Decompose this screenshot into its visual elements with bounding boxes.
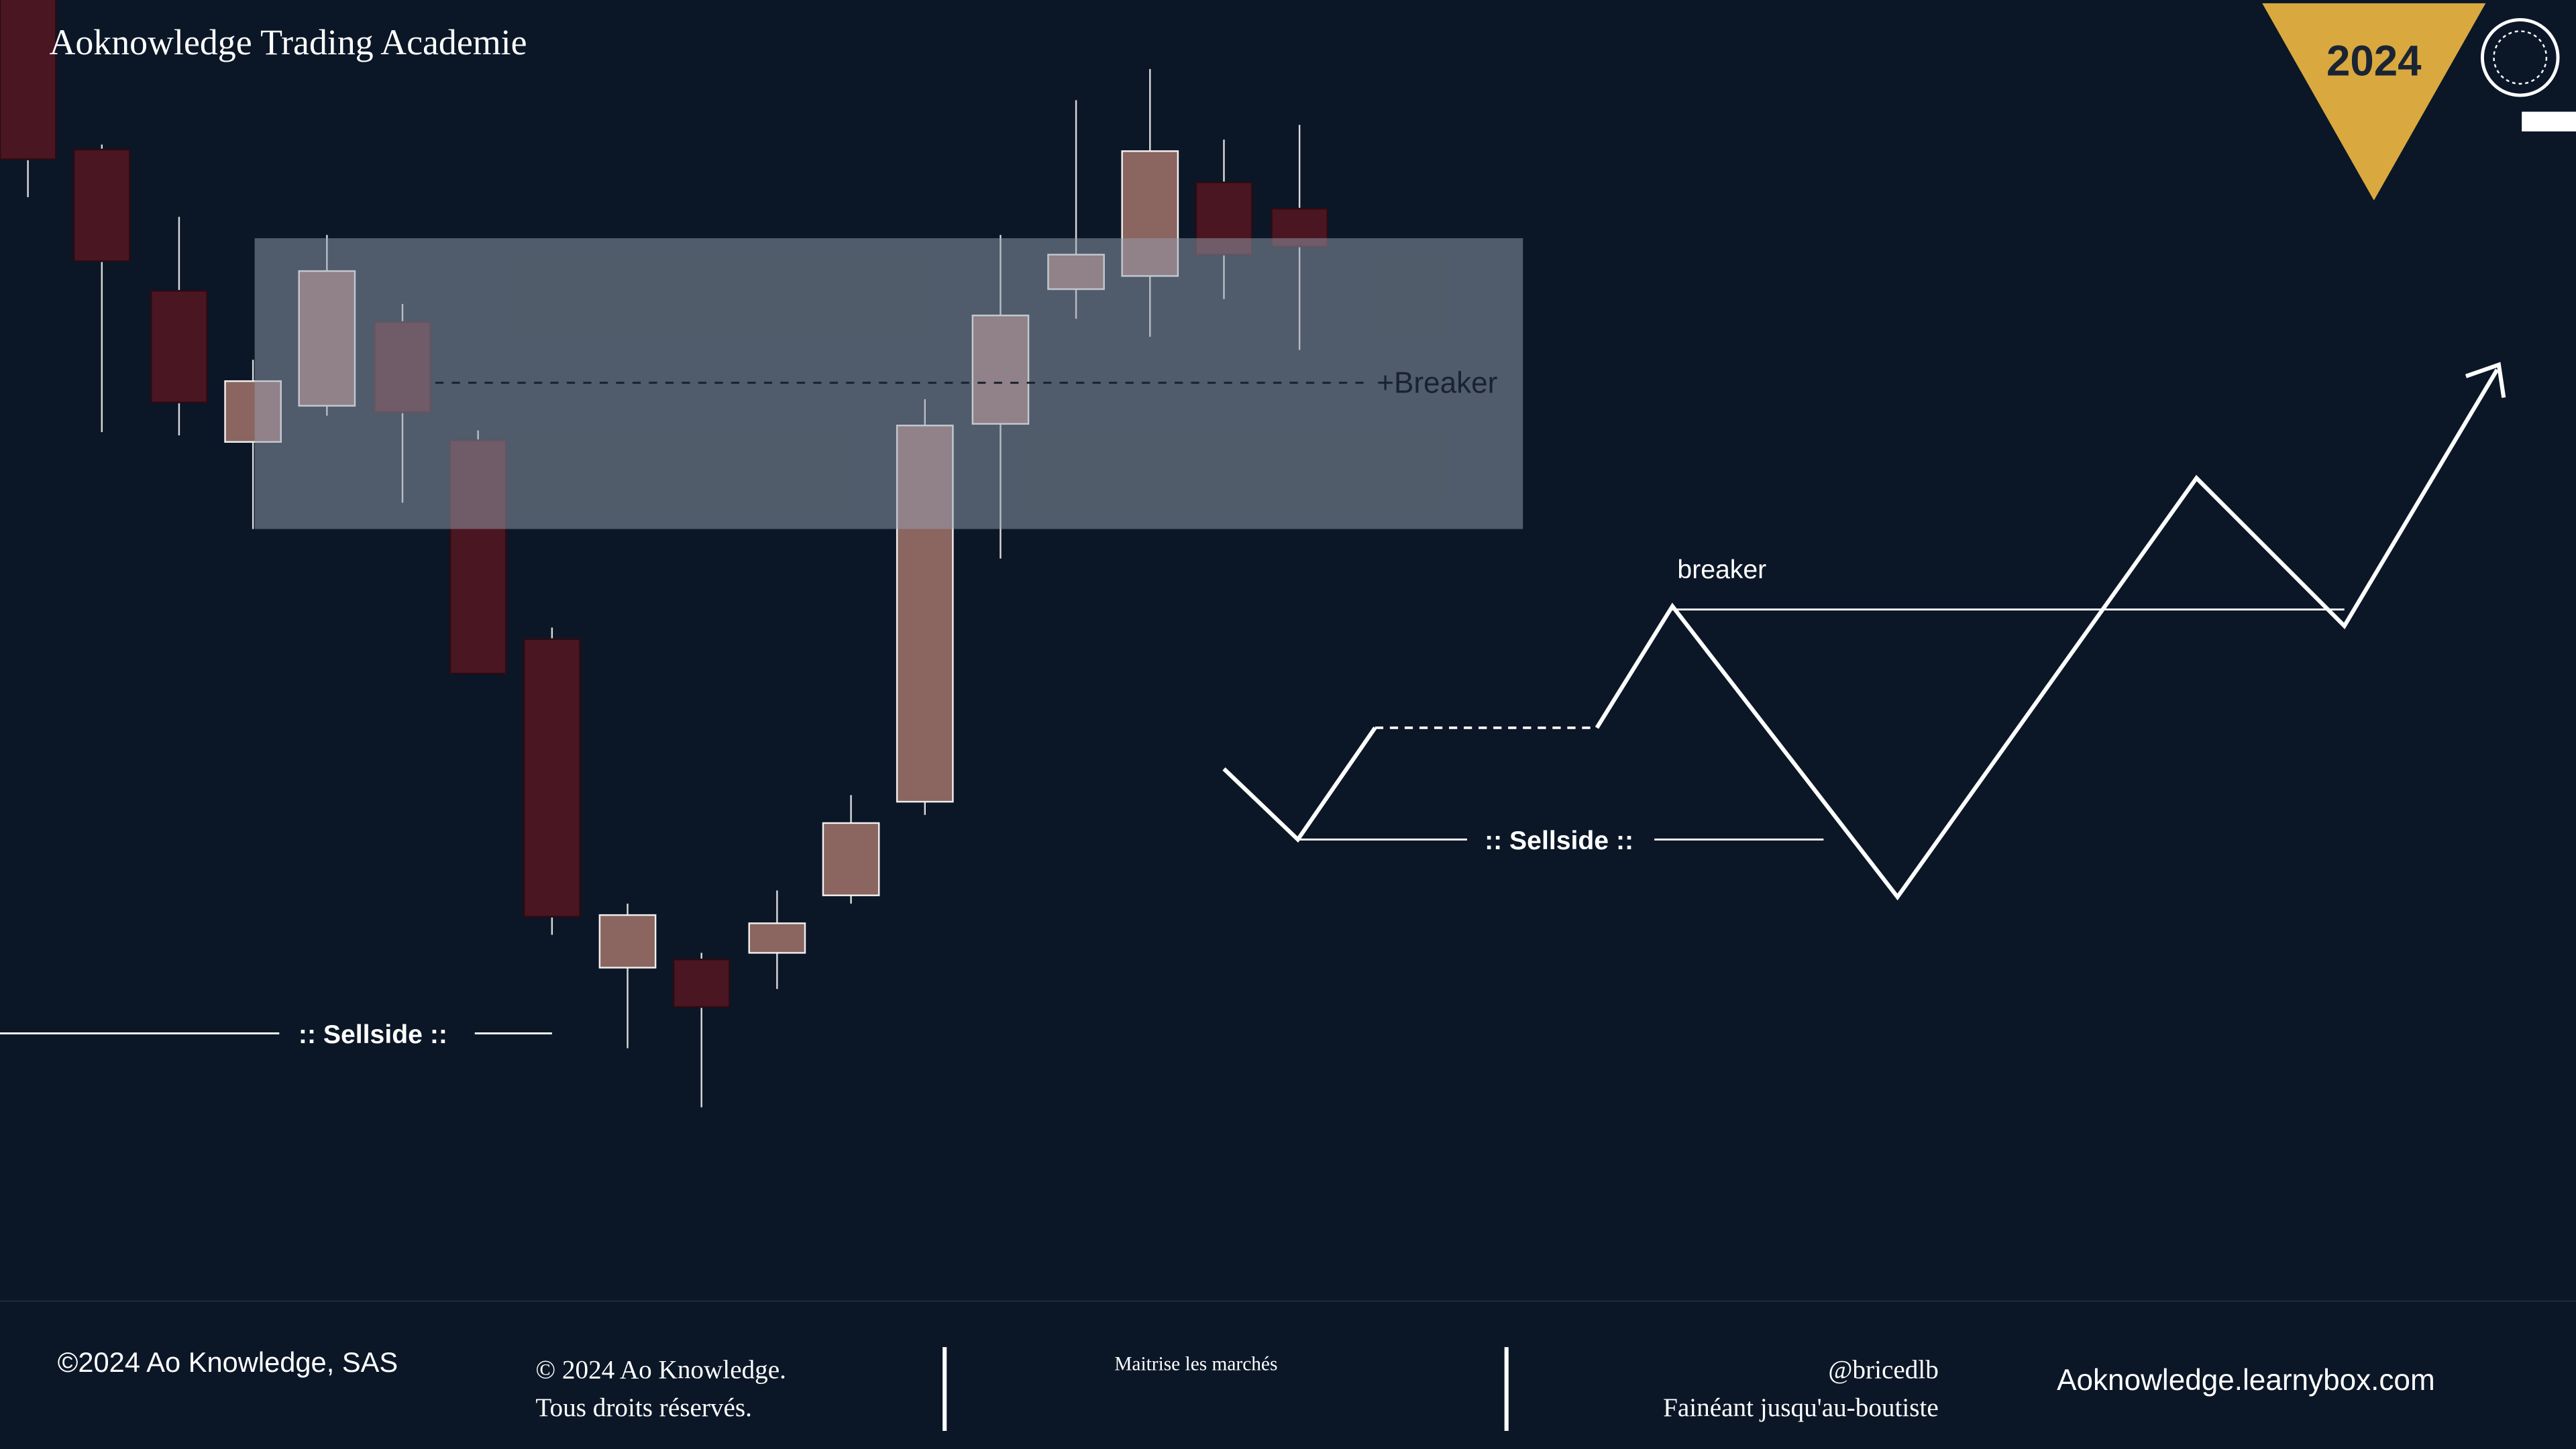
footer-author: @bricedlb (1828, 1356, 1938, 1385)
candle-body (150, 290, 208, 404)
footer-company: ©2024 Ao Knowledge, SAS (58, 1346, 398, 1378)
breaker-zone (254, 238, 1523, 529)
candle-body (72, 148, 131, 262)
candle-body (748, 922, 806, 954)
logo-inner (2493, 30, 2548, 85)
footer-copyright: Tous droits réservés. (535, 1393, 752, 1422)
breaker-label: breaker (1677, 555, 1766, 584)
footer-author: Fainéant jusqu'au-boutiste (1663, 1393, 1939, 1422)
sellside-label: :: Sellside :: (299, 1020, 447, 1049)
year-badge (2262, 3, 2486, 201)
sellside-label: :: Sellside :: (1485, 826, 1633, 855)
candle-body (598, 914, 657, 969)
footer-tagline: Maitrise les marchés (1114, 1353, 1277, 1375)
zone-label: +Breaker (1377, 366, 1497, 399)
footer-website: Aoknowledge.learnybox.com (2057, 1364, 2435, 1397)
corner-tab (2522, 111, 2576, 131)
diagram-path (1595, 368, 2500, 901)
footer-copyright: © 2024 Ao Knowledge. (535, 1356, 786, 1385)
candle-body (523, 638, 581, 918)
candle-body (672, 958, 731, 1008)
arrow-head (2465, 362, 2506, 398)
candle-body (822, 822, 880, 896)
year: 2024 (2326, 38, 2422, 85)
diagram (1222, 362, 2506, 901)
candle-body (0, 0, 57, 160)
title: Aoknowledge Trading Academie (49, 22, 527, 62)
